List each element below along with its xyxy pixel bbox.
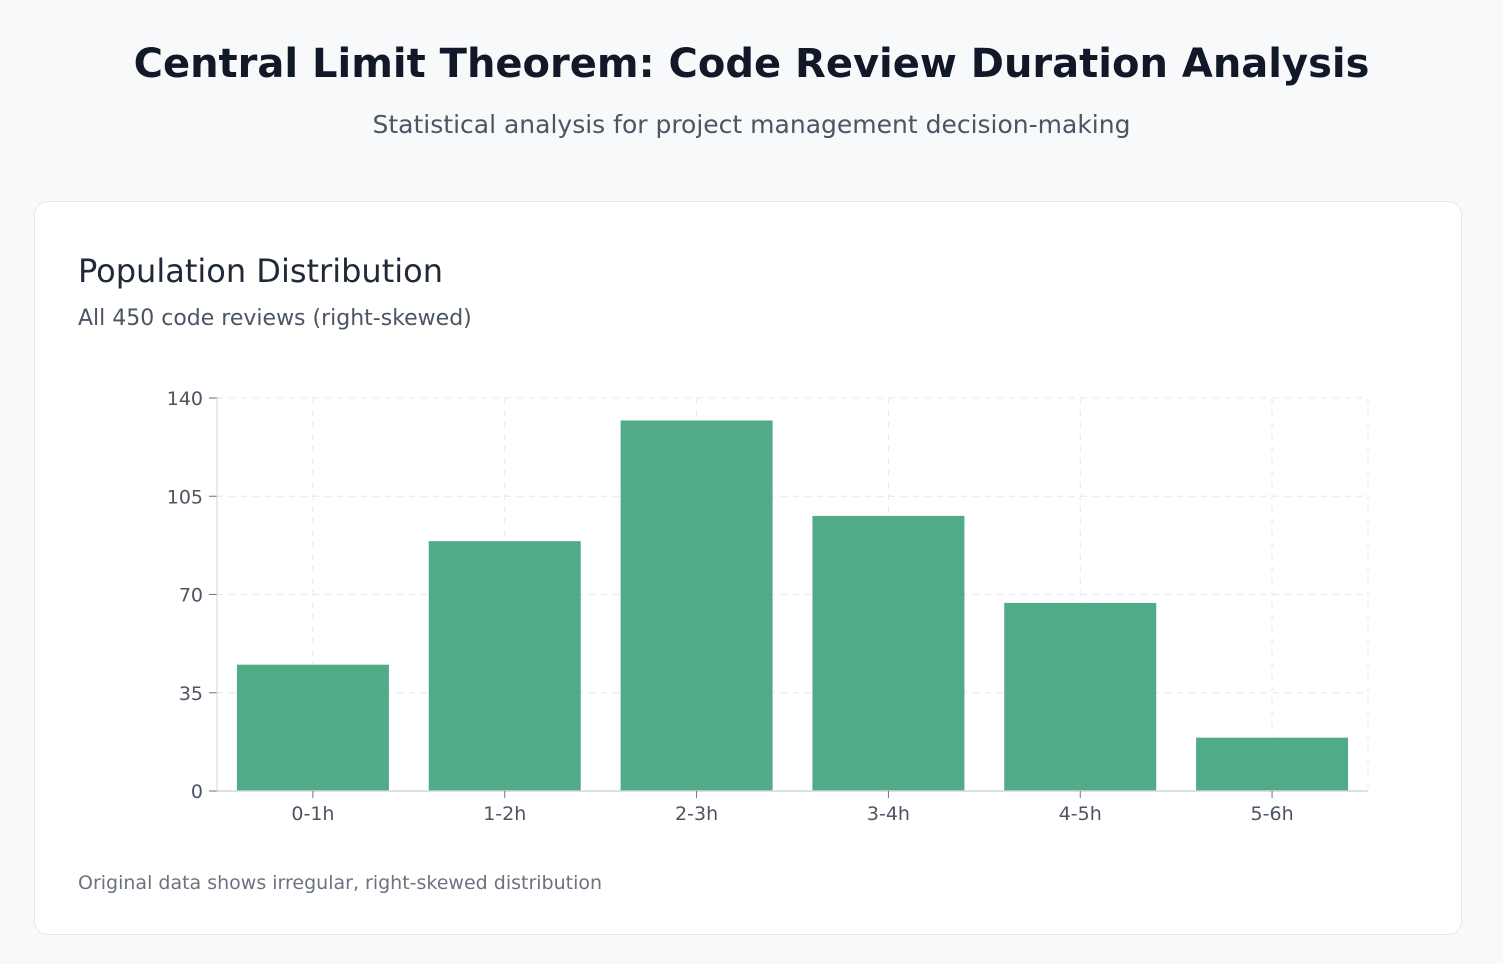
x-tick-label: 1-2h: [483, 803, 526, 825]
x-tick-label: 3-4h: [867, 803, 910, 825]
bar-layer: [236, 420, 1349, 791]
y-tick-label: 35: [179, 683, 203, 705]
y-tick-label: 105: [167, 486, 203, 508]
population-bar-chart: 0 35 70 105 140 0-1h 1-2h 2-3h 3-4h 4-5h 5-6h: [167, 388, 1369, 825]
axis-layer: 0 35 70 105 140 0-1h 1-2h 2-3h 3-4h 4-5h 5-6h: [167, 388, 1368, 825]
page-subtitle: Statistical analysis for project managem…: [372, 110, 1131, 139]
x-tick-label: 5-6h: [1251, 803, 1294, 825]
y-tick-label: 70: [179, 585, 203, 607]
y-tick-label: 140: [167, 388, 203, 410]
card-title: Population Distribution: [78, 252, 443, 290]
bar-0-1h[interactable]: [236, 664, 389, 791]
x-tick-label: 0-1h: [291, 803, 334, 825]
card-subtitle: All 450 code reviews (right-skewed): [78, 306, 472, 331]
chart-footnote: Original data shows irregular, right-ske…: [78, 872, 603, 894]
bar-1-2h[interactable]: [428, 541, 581, 791]
x-tick-label: 4-5h: [1059, 803, 1102, 825]
bar-5-6h[interactable]: [1196, 737, 1349, 791]
bar-4-5h[interactable]: [1004, 602, 1157, 791]
bar-3-4h[interactable]: [812, 515, 965, 791]
page-title: Central Limit Theorem: Code Review Durat…: [133, 41, 1370, 87]
grid-layer: [217, 397, 1369, 791]
y-tick-label: 0: [191, 781, 203, 803]
bar-2-3h[interactable]: [620, 420, 773, 791]
x-tick-label: 2-3h: [675, 803, 718, 825]
population-distribution-card: Population Distribution All 450 code rev…: [34, 201, 1462, 935]
